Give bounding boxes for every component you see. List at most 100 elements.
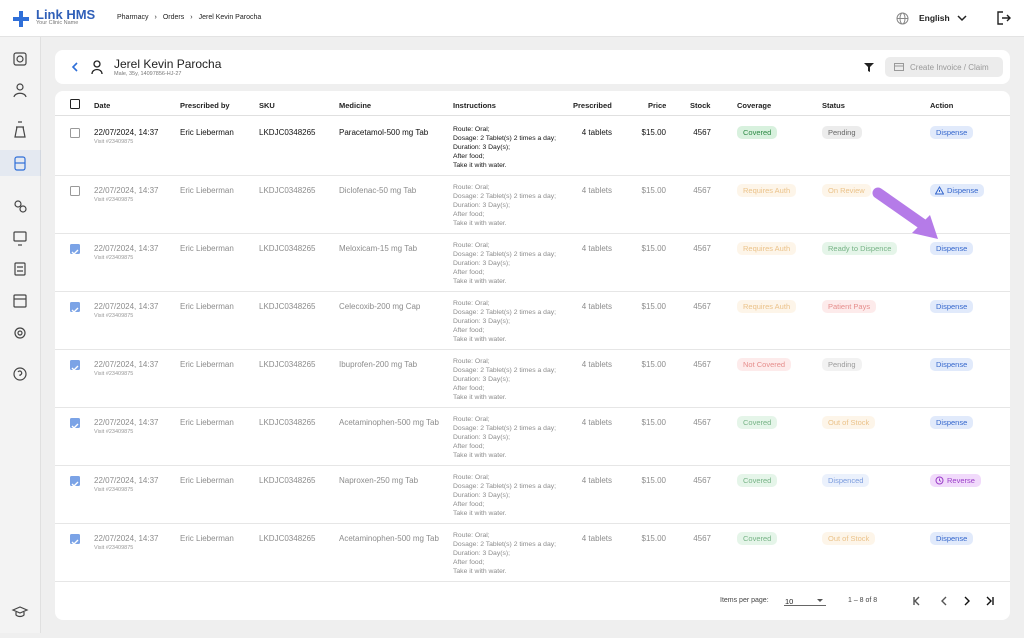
instruction-line: Route: Oral;: [453, 358, 490, 365]
visit: Visit #23409875: [94, 197, 134, 203]
action-button[interactable]: Dispense: [930, 242, 974, 255]
stock: 4567: [693, 186, 711, 195]
column-header: Date: [94, 101, 111, 110]
instructions: Route: Oral; Dosage: 2 Tablet(s) 2 times …: [453, 473, 556, 518]
table-row: 22/07/2024, 14:37 Visit #23409875 Eric Lie…: [55, 350, 1010, 408]
checkbox[interactable]: [70, 244, 80, 255]
coverage-badge: Covered: [737, 126, 778, 139]
action-button[interactable]: Reverse: [930, 474, 981, 487]
checkbox[interactable]: [70, 302, 80, 313]
instruction-line: After food;: [453, 443, 485, 450]
visit: Visit #23409875: [94, 429, 134, 435]
top-bar: Link HMS Your Clinic Name Pharmacy › Orde…: [0, 0, 1024, 37]
checkbox[interactable]: [70, 186, 80, 196]
globe-icon: [896, 12, 909, 25]
sku: LKDJC0348265: [259, 186, 316, 195]
annotation-arrow: [872, 187, 938, 239]
visit: Visit #23409875: [94, 313, 134, 319]
instruction-line: Dosage: 2 Tablet(s) 2 times a day;: [453, 367, 557, 374]
per-page-select[interactable]: 10: [784, 594, 826, 606]
instruction-line: After food;: [453, 501, 485, 508]
breadcrumb[interactable]: Pharmacy: [117, 14, 149, 21]
create-invoice-button[interactable]: Create Invoice / Claim: [885, 57, 1003, 77]
checkbox[interactable]: [70, 534, 80, 545]
instruction-line: Dosage: 2 Tablet(s) 2 times a day;: [453, 251, 557, 258]
instruction-line: Route: Oral;: [453, 532, 490, 539]
column-header: Medicine: [339, 101, 372, 110]
action-button[interactable]: Dispense: [930, 358, 974, 371]
price: $15.00: [641, 534, 666, 543]
prescribed: 4 tablets: [581, 534, 612, 543]
column-header: SKU: [259, 101, 275, 110]
instructions: Route: Oral; Dosage: 2 Tablet(s) 2 times …: [453, 357, 556, 402]
column-header: Action: [930, 101, 954, 110]
instruction-line: Duration: 3 Day(s);: [453, 434, 511, 441]
action-button[interactable]: Dispense: [930, 532, 974, 545]
instruction-line: Duration: 3 Day(s);: [453, 376, 511, 383]
date: 22/07/2024, 14:37: [94, 418, 159, 427]
price: $15.00: [641, 128, 666, 137]
column-header: Stock: [690, 101, 711, 110]
action-button[interactable]: Dispense: [930, 416, 974, 429]
chevron[interactable]: [957, 14, 967, 22]
prescribed: 4 tablets: [581, 128, 612, 137]
checkbox[interactable]: [70, 476, 80, 487]
logout-icon[interactable]: [997, 11, 1011, 25]
instruction-line: Duration: 3 Day(s);: [453, 318, 511, 325]
instruction-line: Take it with water.: [453, 510, 507, 517]
prescriber: Eric Lieberman: [180, 302, 234, 311]
instructions: Route: Oral; Dosage: 2 Tablet(s) 2 times …: [453, 299, 556, 344]
prescriber: Eric Lieberman: [180, 360, 234, 369]
visit: Visit #23409875: [94, 139, 134, 145]
instruction-line: Route: Oral;: [453, 184, 490, 191]
sku: LKDJC0348265: [259, 360, 316, 369]
breadcrumbs: Pharmacy › Orders › Jerel Kevin Parocha: [117, 14, 262, 21]
instruction-line: Take it with water.: [453, 278, 507, 285]
coverage-badge: Covered: [737, 416, 778, 429]
coverage-badge: Not Covered: [737, 358, 792, 371]
status-badge: Dispenced: [822, 474, 870, 487]
prescribed: 4 tablets: [581, 476, 612, 485]
card-icon: [894, 63, 904, 71]
instruction-line: Dosage: 2 Tablet(s) 2 times a day;: [453, 425, 557, 432]
medicine: Naproxen-250 mg Tab: [339, 476, 419, 485]
table-card: [55, 91, 1010, 620]
checkbox[interactable]: [70, 418, 80, 429]
instruction-line: After food;: [453, 153, 485, 160]
price: $15.00: [641, 360, 666, 369]
table-row: 22/07/2024, 14:37 Visit #23409875 Eric Lie…: [55, 408, 1010, 466]
table-row: 22/07/2024, 14:37 Visit #23409875 Eric Lie…: [55, 176, 1010, 234]
stock: 4567: [693, 244, 711, 253]
status-badge: Patient Pays: [822, 300, 877, 313]
sku: LKDJC0348265: [259, 128, 316, 137]
checkbox[interactable]: [70, 128, 80, 138]
page-navigation[interactable]: [912, 594, 998, 608]
instructions: Route: Oral; Dosage: 2 Tablet(s) 2 times …: [453, 241, 556, 286]
instruction-line: Duration: 3 Day(s);: [453, 492, 511, 499]
coverage-badge: Requires Auth: [737, 242, 797, 255]
medicine: Celecoxib-200 mg Cap: [339, 302, 421, 311]
price: $15.00: [641, 302, 666, 311]
date: 22/07/2024, 14:37: [94, 360, 159, 369]
action-button[interactable]: Dispense: [930, 184, 985, 197]
price: $15.00: [641, 244, 666, 253]
instruction-line: Dosage: 2 Tablet(s) 2 times a day;: [453, 309, 557, 316]
medicine: Meloxicam-15 mg Tab: [339, 244, 418, 253]
instruction-line: After food;: [453, 327, 485, 334]
instruction-line: Duration: 3 Day(s);: [453, 260, 511, 267]
instruction-line: Duration: 3 Day(s);: [453, 550, 511, 557]
checkbox[interactable]: [70, 360, 80, 371]
sidebar-icons: [0, 52, 41, 618]
language[interactable]: English: [919, 13, 950, 23]
action-button[interactable]: Dispense: [930, 126, 974, 139]
medicine: Diclofenac-50 mg Tab: [339, 186, 417, 195]
filter-icon[interactable]: [864, 62, 874, 72]
instructions: Route: Oral; Dosage: 2 Tablet(s) 2 times …: [453, 415, 556, 460]
back-button[interactable]: [71, 62, 79, 72]
breadcrumb[interactable]: Orders: [162, 14, 185, 21]
checkbox[interactable]: [70, 99, 80, 109]
sku: LKDJC0348265: [259, 244, 316, 253]
per-page-value: 10: [785, 597, 794, 606]
action-button[interactable]: Dispense: [930, 300, 974, 313]
